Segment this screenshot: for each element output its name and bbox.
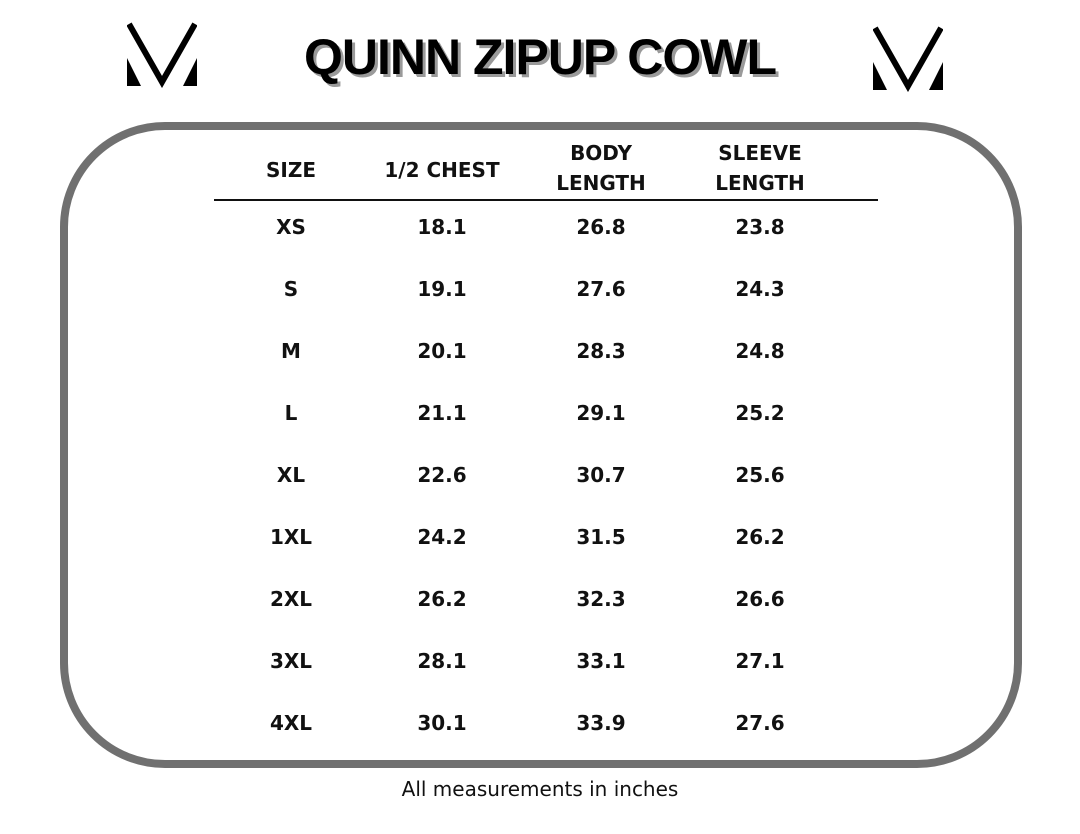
size-label: 2XL xyxy=(269,587,313,611)
measurement-cell: 24.2 xyxy=(417,525,467,549)
size-label: L xyxy=(284,401,298,425)
measurement-cell: 27.6 xyxy=(576,277,626,301)
column-header: 1/2 CHEST xyxy=(362,155,522,185)
size-label: M xyxy=(281,339,301,363)
measurement-cell: 26.2 xyxy=(735,525,785,549)
header-line: SIZE xyxy=(265,158,316,182)
size-label: XS xyxy=(276,215,306,239)
column-header: BODY LENGTH xyxy=(521,138,681,198)
table-frame xyxy=(60,122,1022,768)
measurement-cell: 23.8 xyxy=(735,215,785,239)
measurement-cell: 27.1 xyxy=(735,649,785,673)
measurement-cell: 30.7 xyxy=(576,463,626,487)
size-label: 3XL xyxy=(269,649,313,673)
measurement-cell: 29.1 xyxy=(576,401,626,425)
measurement-cell: 26.6 xyxy=(735,587,785,611)
measurement-cell: 31.5 xyxy=(576,525,626,549)
size-label: S xyxy=(283,277,299,301)
header-line: LENGTH xyxy=(556,171,646,195)
measurement-cell: 27.6 xyxy=(735,711,785,735)
size-label: 4XL xyxy=(269,711,313,735)
measurement-cell: 26.2 xyxy=(417,587,467,611)
measurement-cell: 20.1 xyxy=(417,339,467,363)
measurement-cell: 24.3 xyxy=(735,277,785,301)
header-line: 1/2 CHEST xyxy=(384,158,500,182)
brand-logo-left xyxy=(127,22,197,88)
size-label: 1XL xyxy=(269,525,313,549)
measurement-cell: 24.8 xyxy=(735,339,785,363)
header-divider xyxy=(214,199,878,201)
measurement-cell: 33.9 xyxy=(576,711,626,735)
measurement-cell: 25.6 xyxy=(735,463,785,487)
measurement-cell: 22.6 xyxy=(417,463,467,487)
measurement-cell: 28.3 xyxy=(576,339,626,363)
page-title: QUINN ZIPUP COWL xyxy=(304,29,777,85)
footer-note: All measurements in inches xyxy=(401,777,679,801)
measurement-cell: 32.3 xyxy=(576,587,626,611)
header-line: SLEEVE xyxy=(718,141,802,165)
header-line: BODY xyxy=(570,141,632,165)
brand-logo-right xyxy=(873,26,943,92)
measurement-cell: 30.1 xyxy=(417,711,467,735)
measurement-cell: 18.1 xyxy=(417,215,467,239)
column-header: SLEEVE LENGTH xyxy=(680,138,840,198)
measurement-cell: 25.2 xyxy=(735,401,785,425)
column-header: SIZE xyxy=(211,155,371,185)
measurement-cell: 26.8 xyxy=(576,215,626,239)
size-label: XL xyxy=(276,463,306,487)
measurement-cell: 33.1 xyxy=(576,649,626,673)
measurement-cell: 19.1 xyxy=(417,277,467,301)
measurement-cell: 28.1 xyxy=(417,649,467,673)
measurement-cell: 21.1 xyxy=(417,401,467,425)
header-line: LENGTH xyxy=(715,171,805,195)
